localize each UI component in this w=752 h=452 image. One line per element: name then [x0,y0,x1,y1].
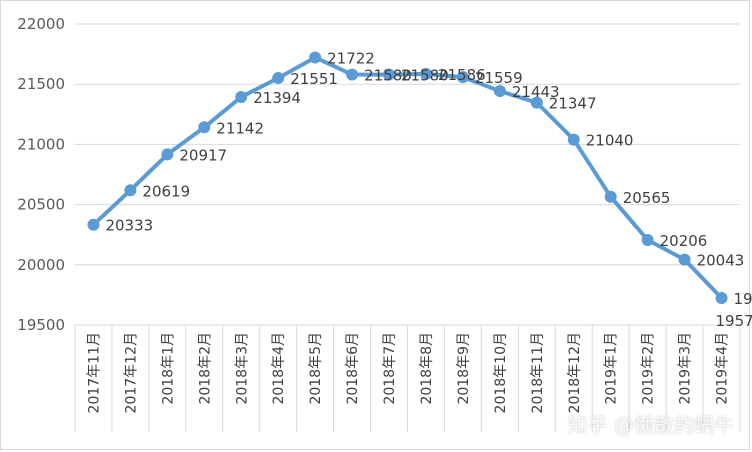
data-label-extra: 19573 [716,312,752,330]
x-tick-label: 2017年12月 [123,332,139,413]
data-point [604,190,617,203]
data-point [567,133,580,146]
data-label: 19724 [734,290,752,308]
data-point [493,85,506,98]
data-label: 21580 [401,67,449,85]
data-point [124,184,137,197]
data-label: 21443 [512,83,560,101]
y-tick-label-19500: 19500 [17,316,65,334]
data-label: 20565 [623,189,671,207]
data-label: 20917 [179,146,227,164]
x-tick-label: 2018年4月 [271,332,287,405]
data-label: 21347 [549,95,597,113]
x-tick-label: 2018年5月 [308,332,324,405]
x-tick-label: 2018年7月 [382,332,398,405]
x-tick-label: 2018年12月 [567,332,583,413]
x-tick-label: 2019年2月 [641,332,657,405]
x-tick-label: 2018年3月 [234,332,250,405]
data-point [235,90,248,103]
data-point [309,51,322,64]
data-label: 21559 [475,69,523,87]
data-point [678,253,691,266]
y-tick-label-20000: 20000 [17,256,65,274]
x-tick-label: 2019年3月 [678,332,694,405]
data-label: 21586 [438,66,486,84]
data-point [272,72,285,85]
data-point [715,292,728,305]
y-tick-label-20500: 20500 [17,196,65,214]
data-label: 21040 [586,132,634,150]
data-label: 21142 [216,119,264,137]
data-point [161,148,174,161]
x-tick-label: 2018年1月 [160,332,176,405]
data-label: 21722 [327,49,375,67]
data-label: 20206 [660,232,708,250]
x-tick-label: 2019年4月 [715,332,731,405]
data-label: 20619 [142,182,190,200]
x-tick-label: 2017年11月 [86,332,102,413]
x-tick-label: 2018年8月 [419,332,435,405]
data-point [346,68,359,81]
y-tick-label-21000: 21000 [17,135,65,153]
x-tick-label: 2018年2月 [197,332,213,405]
x-tick-label: 2018年9月 [456,332,472,405]
y-tick-label-21500: 21500 [17,75,65,93]
series-line [91,55,724,301]
data-label: 20333 [105,217,153,235]
data-point [87,218,100,231]
data-point [198,121,211,134]
data-point [530,96,543,109]
x-tick-label: 2019年1月 [604,332,620,405]
x-tick-label: 2018年6月 [345,332,361,405]
y-tick-label-22000: 22000 [17,15,65,33]
x-tick-label: 2018年10月 [493,332,509,413]
data-label: 21580 [364,67,412,85]
data-point [456,71,469,84]
data-label: 21551 [290,70,338,88]
watermark: 知乎 @懒散的蜗牛 [567,413,734,437]
data-point [383,68,396,81]
data-point [641,233,654,246]
data-label: 21394 [253,89,301,107]
data-point [419,67,432,80]
data-label: 20043 [697,252,745,270]
x-tick-label: 2018年11月 [530,332,546,413]
